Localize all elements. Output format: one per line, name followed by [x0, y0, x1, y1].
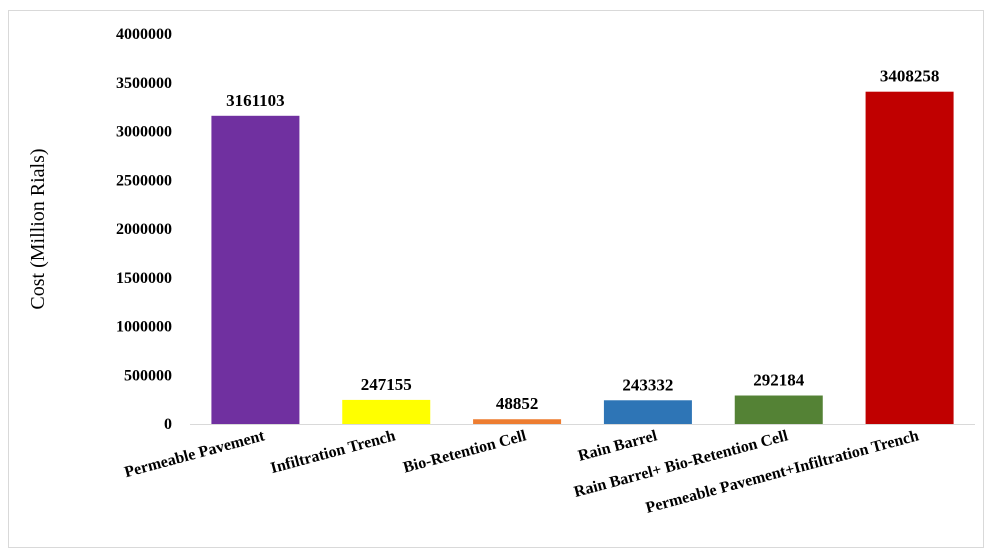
y-axis-title: Cost (Million Rials) — [27, 148, 49, 309]
bar — [865, 91, 954, 424]
x-tick-label: Permeable Pavement — [123, 427, 268, 481]
x-tick-label: Bio-Retention Cell — [401, 427, 528, 476]
y-tick-label: 500000 — [124, 367, 172, 384]
y-tick-label: 2500000 — [116, 172, 172, 189]
y-tick-label: 3500000 — [116, 75, 172, 92]
bar — [473, 419, 562, 424]
y-tick-label: 1000000 — [116, 319, 172, 336]
data-label: 292184 — [753, 371, 805, 390]
y-tick-label: 1500000 — [116, 270, 172, 287]
data-label: 3161103 — [226, 91, 285, 110]
y-tick-label: 4000000 — [116, 26, 172, 43]
x-tick-label: Infiltration Trench — [269, 427, 398, 477]
y-tick-label: 2000000 — [116, 221, 172, 238]
data-label: 3408258 — [880, 67, 940, 86]
bar — [211, 115, 300, 425]
y-tick-label: 3000000 — [116, 124, 172, 141]
bar — [603, 400, 692, 424]
data-label: 247155 — [361, 375, 412, 394]
bar — [734, 395, 823, 424]
y-tick-label: 0 — [164, 416, 172, 433]
x-tick-label: Rain Barrel — [576, 427, 659, 465]
bar — [342, 399, 431, 424]
data-label: 48852 — [496, 394, 539, 413]
data-label: 243332 — [622, 375, 673, 394]
chart-frame — [8, 10, 984, 548]
